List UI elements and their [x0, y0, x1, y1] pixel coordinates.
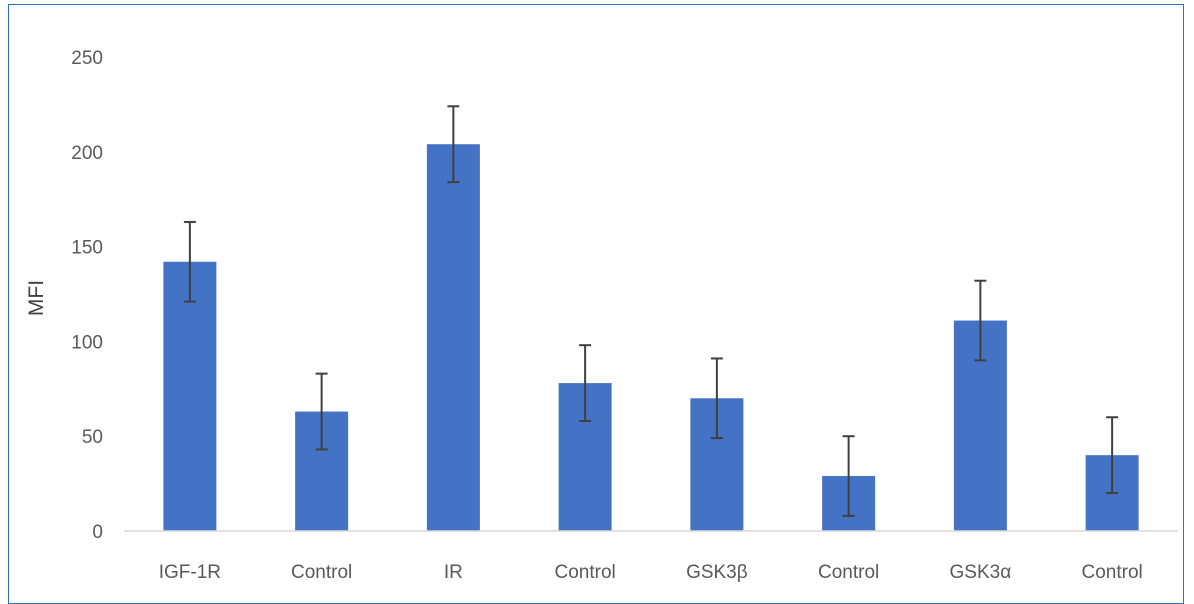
y-tick-label: 100 [71, 332, 103, 353]
x-tick-label: Control [291, 562, 352, 583]
x-tick-label: GSK3β [686, 562, 748, 583]
bar-chart: MFI 0 50 100 150 200 250 IGF-1R Control IR Contr… [25, 48, 1178, 583]
error-bars [183, 105, 1119, 517]
error-bar [710, 357, 723, 440]
error-bar [315, 372, 328, 451]
y-axis-ticks: 0 50 100 150 200 250 [71, 48, 103, 543]
bars [163, 144, 1139, 531]
x-tick-label: Control [1082, 562, 1143, 583]
y-tick-label: 200 [71, 143, 103, 164]
x-tick-label: GSK3α [950, 562, 1012, 583]
bar [426, 144, 480, 531]
y-axis-label: MFI [25, 280, 48, 316]
error-bar [579, 344, 592, 423]
error-bar [183, 220, 196, 303]
error-bar [447, 105, 460, 184]
x-tick-label: IR [444, 562, 463, 583]
error-bar [974, 279, 987, 362]
x-axis-ticks: IGF-1R Control IR Control GSK3β Control GSK3α C… [159, 562, 1143, 583]
y-tick-label: 0 [92, 522, 103, 543]
y-tick-label: 250 [71, 48, 103, 69]
error-bar [842, 435, 855, 517]
y-tick-label: 150 [71, 238, 103, 259]
x-tick-label: IGF-1R [159, 562, 221, 583]
x-tick-label: Control [555, 562, 616, 583]
x-tick-label: Control [818, 562, 879, 583]
bar [163, 261, 217, 531]
error-bar [1106, 416, 1119, 495]
y-tick-label: 50 [82, 427, 103, 448]
